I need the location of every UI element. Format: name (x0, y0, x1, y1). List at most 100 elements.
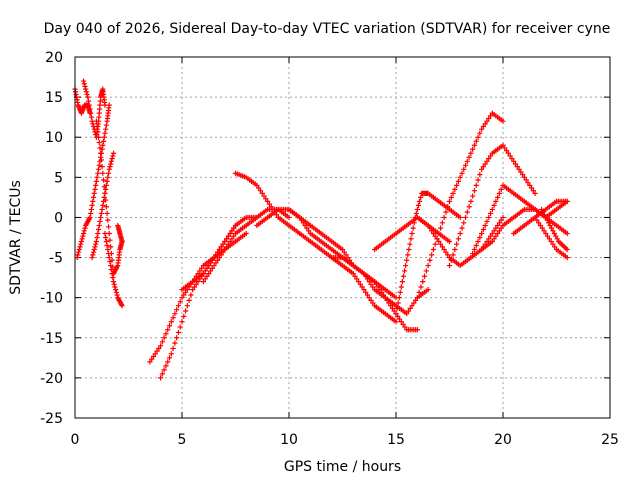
data-point (564, 246, 570, 253)
data-point-interp (215, 257, 221, 263)
data-point (265, 198, 271, 204)
data-point (91, 190, 97, 196)
data-point (564, 198, 570, 204)
data-point-interp (534, 217, 540, 223)
y-axis-label: SDTVAR / TECUs (8, 180, 24, 295)
data-point-interp (441, 246, 447, 253)
data-point-interp (407, 241, 413, 247)
data-point-interp (165, 359, 171, 365)
data-point (119, 303, 125, 309)
data-point-interp (93, 182, 99, 188)
series-arc-22 (446, 142, 538, 269)
series-arc-17 (361, 271, 431, 317)
data-point-interp (486, 156, 492, 162)
data-point-interp (108, 262, 114, 269)
y-tick-label: 10 (45, 130, 63, 146)
data-point-interp (366, 279, 372, 285)
data-point-interp (231, 233, 237, 239)
data-point-interp (177, 324, 183, 330)
data-point-interp (450, 252, 456, 258)
data-point-interp (354, 276, 360, 282)
data-point-interp (263, 196, 269, 202)
data-point-interp (193, 281, 199, 287)
data-point-interp (452, 186, 458, 192)
data-point-interp (540, 209, 546, 215)
data-point-interp (454, 241, 460, 247)
data-point-interp (429, 228, 435, 234)
data-point-interp (496, 190, 503, 196)
data-point-interp (175, 329, 182, 336)
data-point-interp (99, 206, 105, 213)
data-point-interp (448, 257, 454, 263)
data-point-interp (401, 268, 408, 274)
data-point-interp (231, 225, 237, 231)
data-point (361, 287, 367, 293)
data-point-interp (90, 249, 97, 255)
data-point-interp (75, 252, 81, 258)
data-point-interp (87, 106, 93, 112)
data-point-interp (105, 224, 112, 230)
data-point-interp (193, 273, 199, 279)
data-point (489, 230, 495, 237)
data-point-interp (229, 236, 235, 242)
data-point-interp (411, 220, 417, 226)
data-point-interp (95, 230, 101, 237)
data-point-interp (480, 226, 486, 233)
data-point-interp (484, 218, 490, 225)
data-point (200, 279, 206, 285)
data-point-interp (364, 276, 371, 282)
data-point-interp (84, 91, 90, 98)
data-point-interp (544, 233, 551, 239)
data-point-interp (455, 178, 462, 184)
data-point-interp (554, 236, 560, 242)
series-arc-07 (110, 238, 125, 277)
data-point (500, 142, 506, 148)
y-tick-label: -10 (40, 291, 63, 307)
series-arc-21 (414, 110, 506, 301)
data-point-interp (480, 123, 486, 130)
data-point-interp (82, 225, 88, 231)
data-point-interp (370, 300, 376, 306)
data-point-interp (181, 313, 187, 319)
data-point-interp (418, 284, 424, 290)
data-point-interp (477, 172, 483, 178)
data-point (393, 311, 399, 317)
data-point-interp (400, 273, 407, 279)
data-point-interp (466, 154, 472, 160)
plot-frame (74, 56, 611, 419)
data-point-interp (204, 265, 210, 271)
series-arc-26 (532, 214, 570, 261)
data-point-interp (441, 214, 447, 221)
data-point-interp (418, 194, 424, 200)
data-point-interp (94, 123, 100, 130)
data-point-interp (227, 230, 233, 237)
data-point-interp (170, 315, 176, 321)
y-tick-label: -5 (49, 251, 63, 267)
data-point-interp (439, 244, 445, 250)
data-point-interp (95, 226, 102, 233)
data-point-interp (223, 244, 230, 250)
data-point (89, 254, 95, 261)
tick-marks (74, 56, 611, 419)
data-point-interp (90, 252, 96, 258)
data-point-interp (420, 279, 426, 285)
data-point-interp (343, 252, 349, 258)
data-point (414, 295, 420, 301)
data-point-interp (432, 233, 438, 239)
data-point-interp (477, 130, 483, 136)
data-point (102, 230, 108, 237)
data-point-interp (103, 122, 109, 128)
x-tick-label: 10 (280, 432, 298, 448)
data-point-interp (528, 185, 535, 191)
data-point (95, 166, 102, 172)
data-point-interp (416, 198, 423, 204)
data-point-interp (105, 217, 111, 223)
data-point (211, 262, 217, 269)
series-arc-27 (538, 206, 570, 253)
data-point-interp (172, 311, 178, 317)
data-point-interp (304, 225, 310, 231)
data-point-interp (150, 353, 157, 360)
data-point-interp (91, 246, 97, 253)
chart-title: Day 040 of 2026, Sidereal Day-to-day VTE… (44, 21, 611, 37)
